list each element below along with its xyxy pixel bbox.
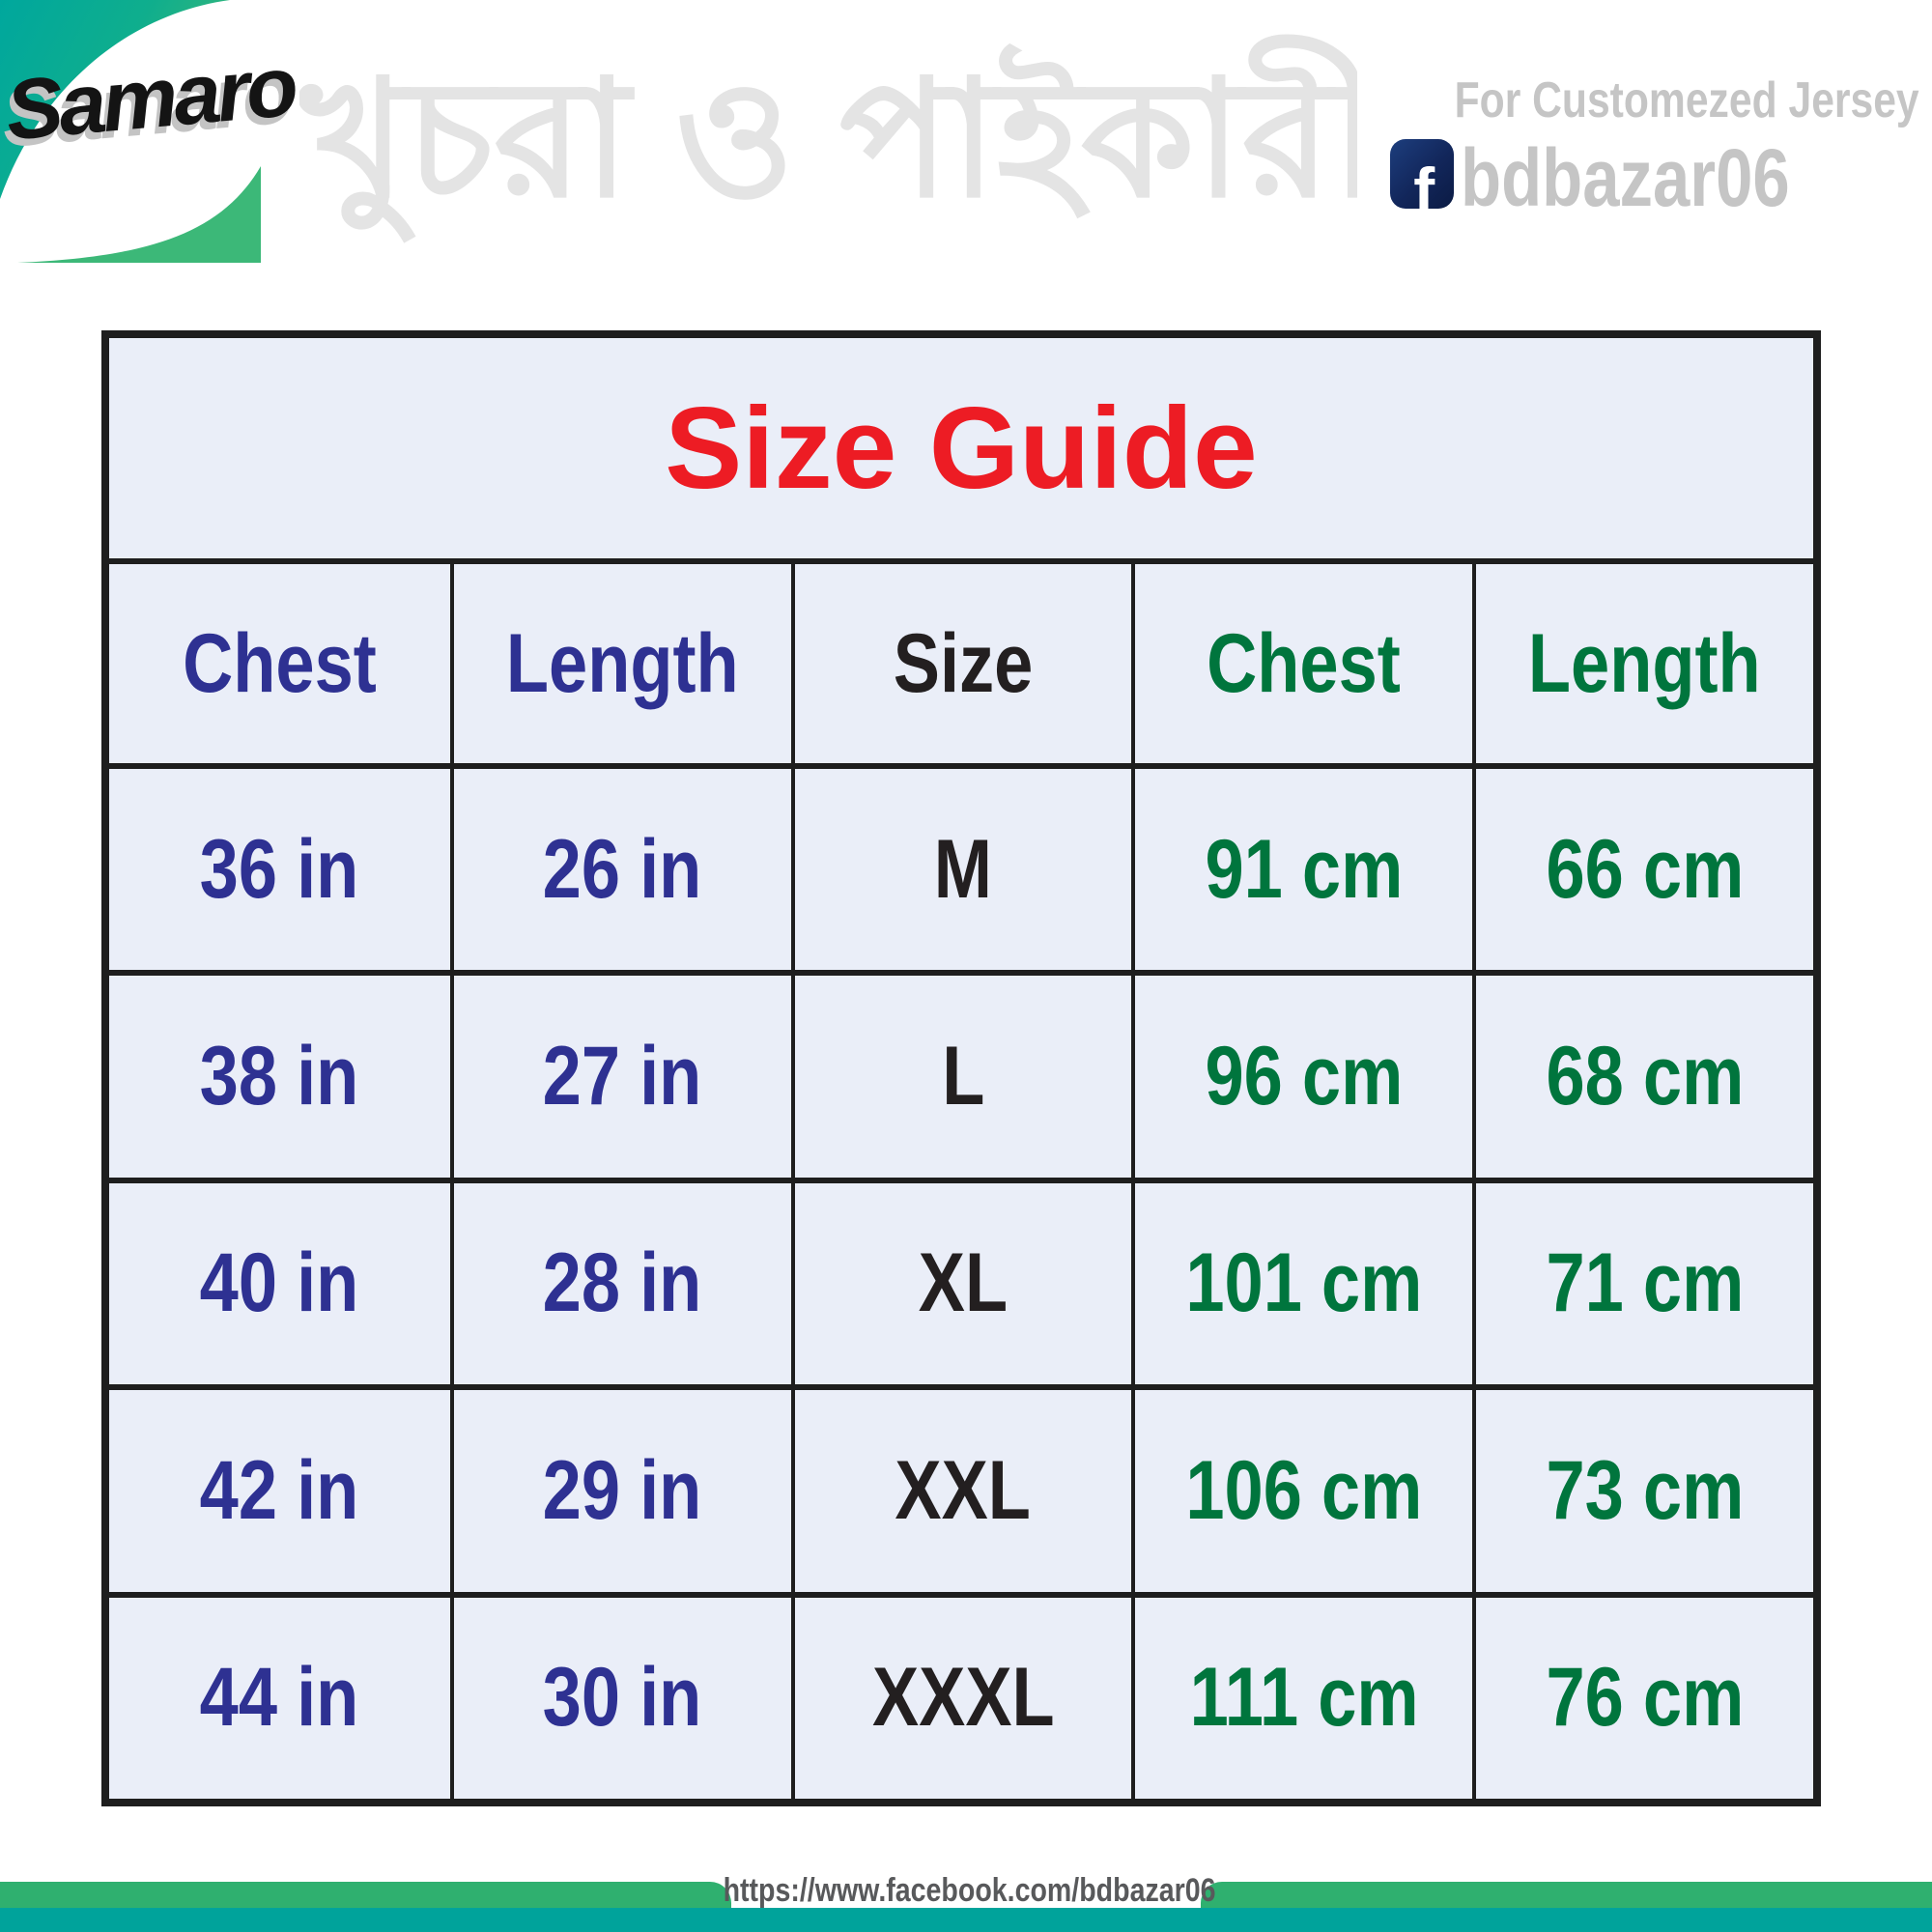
cell-r5-length-in: 30 in: [449, 1591, 791, 1799]
header-tagline: For Customezed Jersey: [1352, 71, 1919, 129]
cell-value: 96 cm: [1205, 1030, 1404, 1123]
cell-r4-size: XXL: [790, 1384, 1132, 1592]
cell-value: 38 in: [200, 1030, 359, 1123]
cell-value: 66 cm: [1546, 822, 1745, 916]
cell-value: 30 in: [542, 1651, 702, 1745]
cell-r4-chest-in: 42 in: [109, 1384, 450, 1591]
footer-green-bar-left: [0, 1882, 731, 1909]
cell-r2-length-cm: 68 cm: [1472, 970, 1813, 1178]
footer-teal-bar: [0, 1908, 1932, 1932]
cell-value: 44 in: [200, 1651, 359, 1745]
cell-value: 26 in: [542, 822, 702, 916]
cell-r1-length-cm: 66 cm: [1472, 763, 1813, 971]
col-header-label: Chest: [1207, 616, 1402, 710]
col-header-length-in: Length: [449, 558, 791, 763]
cell-value: 40 in: [200, 1236, 359, 1330]
size-guide-table: Size Guide Chest Length Size Chest Lengt…: [101, 330, 1821, 1806]
cell-value: XXXL: [871, 1651, 1055, 1745]
cell-r4-length-in: 29 in: [449, 1384, 791, 1592]
cell-value: XXL: [895, 1443, 1032, 1537]
cell-r3-size: XL: [790, 1177, 1132, 1385]
cell-r4-chest-cm: 106 cm: [1131, 1384, 1473, 1592]
cell-r2-chest-cm: 96 cm: [1131, 970, 1473, 1178]
cell-r1-length-in: 26 in: [449, 763, 791, 971]
cell-r5-chest-in: 44 in: [109, 1591, 450, 1799]
cell-value: XL: [918, 1236, 1009, 1330]
cell-value: 27 in: [542, 1030, 702, 1123]
cell-r5-size: XXXL: [790, 1591, 1132, 1799]
cell-r1-size: M: [790, 763, 1132, 971]
cell-value: 36 in: [200, 822, 359, 916]
col-header-chest-in: Chest: [109, 558, 450, 763]
cell-r4-length-cm: 73 cm: [1472, 1384, 1813, 1592]
footer-facebook-url: https://www.facebook.com/bdbazar06: [676, 1872, 1256, 1910]
col-header-chest-cm: Chest: [1131, 558, 1473, 763]
cell-r2-length-in: 27 in: [449, 970, 791, 1178]
cell-value: 76 cm: [1546, 1651, 1745, 1745]
cell-r5-length-cm: 76 cm: [1472, 1591, 1813, 1799]
footer-green-bar-right: [1201, 1882, 1932, 1909]
logo-bottom-crescent: [17, 166, 261, 263]
col-header-length-cm: Length: [1472, 558, 1813, 763]
cell-value: 42 in: [200, 1443, 359, 1537]
cell-r3-chest-in: 40 in: [109, 1177, 450, 1384]
col-header-size: Size: [790, 558, 1132, 763]
cell-r2-size: L: [790, 970, 1132, 1178]
header-tagline-text: For Customezed Jersey: [1454, 72, 1919, 128]
cell-r1-chest-in: 36 in: [109, 763, 450, 970]
cell-value: 111 cm: [1189, 1651, 1419, 1745]
col-header-label: Chest: [183, 616, 377, 710]
cell-value: 28 in: [542, 1236, 702, 1330]
cell-r3-length-in: 28 in: [449, 1177, 791, 1385]
cell-value: 91 cm: [1205, 822, 1404, 916]
cell-value: 68 cm: [1546, 1030, 1745, 1123]
cell-value: M: [933, 822, 993, 916]
cell-value: L: [941, 1030, 985, 1123]
size-guide-title: Size Guide: [109, 338, 1813, 558]
facebook-icon-letter: f: [1413, 155, 1435, 209]
bengali-watermark-text: খুচরা ও পাইকারী: [299, 48, 1357, 230]
cell-r5-chest-cm: 111 cm: [1131, 1591, 1473, 1799]
cell-value: 106 cm: [1185, 1443, 1423, 1537]
col-header-label: Size: [893, 616, 1034, 710]
cell-r2-chest-in: 38 in: [109, 970, 450, 1177]
size-guide-title-text: Size Guide: [665, 384, 1258, 513]
samaro-logo-swoosh-icon: [0, 0, 261, 263]
cell-value: 71 cm: [1546, 1236, 1745, 1330]
footer-facebook-url-text: https://www.facebook.com/bdbazar06: [723, 1872, 1216, 1909]
col-header-label: Length: [1528, 616, 1761, 710]
facebook-handle-text: bdbazar06: [1461, 132, 1790, 223]
cell-value: 73 cm: [1546, 1443, 1745, 1537]
logo-top-arc: [0, 0, 230, 199]
facebook-icon: f: [1390, 139, 1454, 209]
facebook-handle: bdbazar06: [1461, 131, 1828, 225]
cell-r3-chest-cm: 101 cm: [1131, 1177, 1473, 1385]
col-header-label: Length: [505, 616, 739, 710]
cell-value: 29 in: [542, 1443, 702, 1537]
cell-r3-length-cm: 71 cm: [1472, 1177, 1813, 1385]
cell-r1-chest-cm: 91 cm: [1131, 763, 1473, 971]
cell-value: 101 cm: [1185, 1236, 1423, 1330]
